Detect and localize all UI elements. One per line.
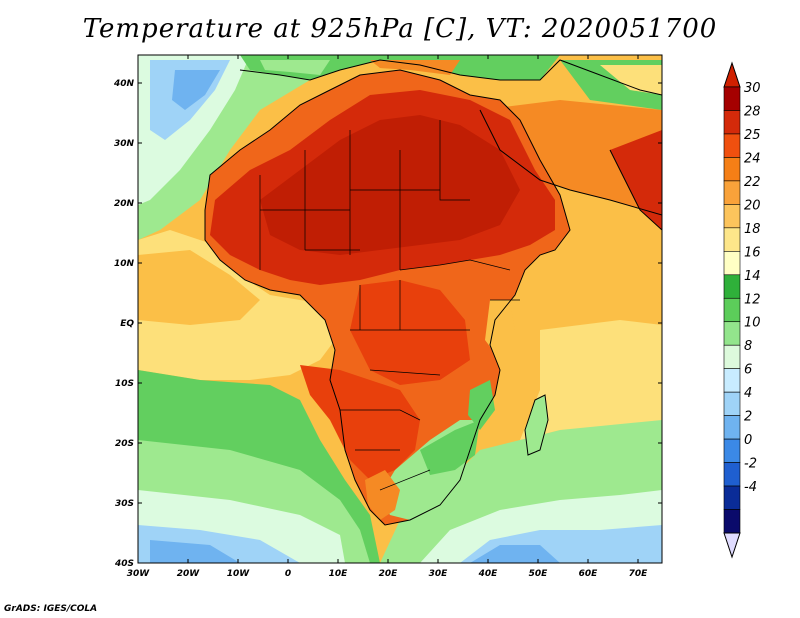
colorbar-label: 28	[744, 104, 761, 119]
colorbar-swatch	[723, 462, 741, 487]
colorbar-label: -2	[744, 457, 757, 472]
y-tick-label: 30N	[114, 139, 135, 149]
africa-coastline	[204, 69, 571, 526]
x-tick-label: 30E	[429, 569, 449, 579]
colorbar-swatch	[723, 297, 741, 323]
colorbar-swatch	[723, 485, 741, 510]
colorbar-label: 20	[744, 198, 761, 213]
colorbar-bottom-arrow	[723, 532, 741, 559]
y-tick-label: 20S	[115, 439, 134, 449]
colorbar-swatch	[723, 133, 741, 158]
x-tick-label: 40E	[478, 569, 499, 579]
plot-frame	[137, 54, 663, 564]
arabia-coastline	[479, 109, 662, 216]
madagascar-coastline	[524, 394, 549, 456]
colorbar-label: 25	[744, 128, 761, 143]
colorbar-swatch	[723, 391, 741, 416]
grads-credit: GrADS: IGES/COLA	[4, 604, 98, 614]
india-coastline	[609, 149, 662, 231]
colorbar-swatch	[723, 368, 741, 393]
colorbar-label: 10	[744, 316, 761, 331]
x-tick-label: 0	[285, 569, 291, 579]
x-tick-label: 60E	[579, 569, 599, 579]
colorbar-label: 14	[744, 269, 761, 284]
country-borders	[259, 120, 520, 491]
x-tick-label: 10E	[329, 569, 349, 579]
colorbar-label: -4	[744, 480, 757, 495]
x-tick-label: 50E	[529, 569, 549, 579]
y-tick-label: 40N	[113, 79, 135, 89]
colorbar-label: 4	[744, 386, 752, 401]
colorbar-swatch	[723, 274, 741, 299]
x-tick-label: 20W	[177, 569, 201, 579]
colorbar-swatch	[723, 110, 741, 135]
coastlines	[204, 59, 662, 526]
colorbar-swatch	[723, 157, 741, 182]
colorbar-top-arrow	[723, 61, 741, 88]
y-tick-label: 10S	[115, 379, 134, 389]
y-tick-label: 40S	[114, 559, 134, 569]
colorbar-label: 24	[744, 151, 761, 166]
colorbar-label: 18	[744, 222, 761, 237]
colorbar-label: 8	[744, 339, 752, 354]
colorbar-label: 30	[744, 81, 761, 96]
y-tick-label: 20N	[114, 199, 135, 209]
x-tick-label: 70E	[629, 569, 649, 579]
colorbar-swatch	[723, 438, 741, 463]
colorbar-label: 22	[744, 175, 761, 190]
colorbar-label: 12	[744, 292, 761, 307]
colorbar-swatch	[723, 227, 741, 252]
colorbar-label: 6	[744, 363, 752, 378]
colorbar-swatch	[723, 415, 741, 440]
colorbar-label: 16	[744, 245, 761, 260]
colorbar-swatch	[723, 180, 741, 205]
colorbar-swatch	[723, 321, 741, 346]
colorbar-swatch	[723, 204, 741, 229]
x-tick-label: 10W	[227, 569, 251, 579]
x-tick-label: 30W	[127, 569, 151, 579]
europe-coastline	[239, 59, 662, 96]
colorbar-swatch	[723, 509, 741, 534]
colorbar-label: 2	[744, 410, 752, 425]
x-axis: 30W 20W 10W 0 10E 20E 30E 40E 50E 60E 70E	[127, 55, 648, 579]
colorbar-swatch	[723, 86, 741, 111]
y-tick-label: 30S	[115, 499, 134, 509]
y-tick-label: 10N	[114, 259, 135, 269]
colorbar-swatch	[723, 344, 741, 369]
x-tick-label: 20E	[379, 569, 399, 579]
y-axis: 40N 30N 20N 10N EQ 10S 20S 30S 40S	[113, 79, 662, 569]
colorbar-swatch	[723, 251, 741, 276]
y-tick-label: EQ	[120, 319, 134, 329]
map-title: Temperature at 925hPa [C], VT: 202005170…	[82, 14, 718, 44]
colorbar-label: 0	[744, 433, 752, 448]
